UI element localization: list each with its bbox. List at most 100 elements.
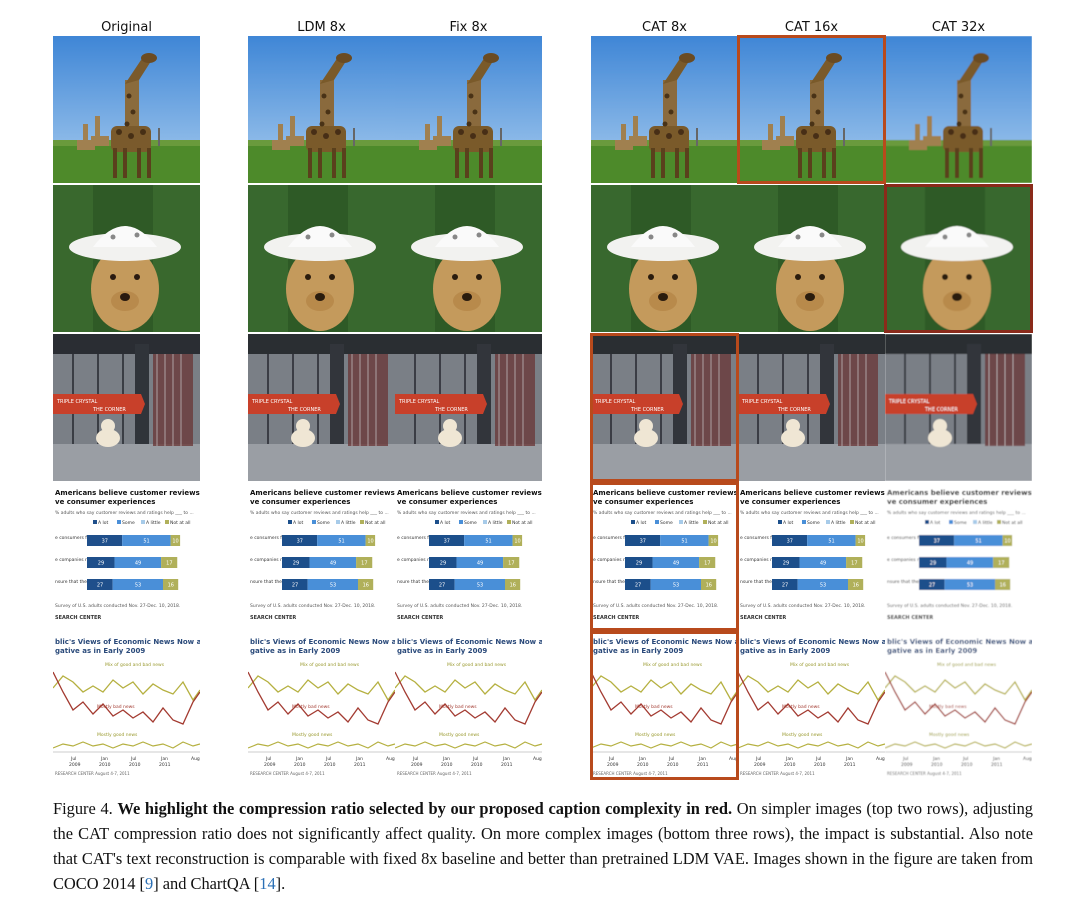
column-header-cat-8x: CAT 8x (642, 20, 687, 35)
svg-text:29: 29 (783, 561, 789, 567)
svg-text:e companies nt: e companies nt (397, 557, 432, 563)
svg-text:Mostly good news: Mostly good news (97, 732, 138, 738)
svg-text:Jul: Jul (70, 756, 76, 762)
svg-text:49: 49 (477, 561, 483, 567)
svg-text:49: 49 (967, 561, 973, 567)
svg-text:Mostly bad news: Mostly bad news (439, 704, 477, 710)
svg-text:Mix of good and bad news: Mix of good and bad news (937, 662, 997, 668)
svg-text:Not at all: Not at all (708, 520, 729, 526)
svg-text:27: 27 (929, 583, 935, 589)
svg-text:51: 51 (485, 539, 491, 545)
image-giraffes-ldm-8x (248, 36, 395, 183)
column-header-cat-32x: CAT 32x (931, 20, 986, 35)
citation-link-14[interactable]: 14 (259, 874, 276, 893)
svg-text:gative as in Early 2009: gative as in Early 2009 (593, 647, 683, 655)
svg-text:Jan: Jan (295, 756, 303, 762)
svg-text:Not at all: Not at all (1002, 520, 1023, 526)
svg-text:2009: 2009 (901, 762, 913, 768)
image-dog-with-hat-original (53, 185, 200, 332)
svg-text:Survey of U.S. adults conducte: Survey of U.S. adults conducted Nov. 27-… (740, 603, 865, 609)
svg-text:TRIPLE CRYSTAL: TRIPLE CRYSTAL (888, 399, 930, 405)
svg-text:% adults who say customer revi: % adults who say customer reviews and ra… (740, 510, 879, 516)
svg-text:Survey of U.S. adults conducte: Survey of U.S. adults conducted Nov. 27-… (55, 603, 180, 609)
figure-caption: Figure 4. We highlight the compression r… (53, 796, 1033, 896)
svg-text:Mostly good news: Mostly good news (782, 732, 823, 738)
svg-text:Mix of good and bad news: Mix of good and bad news (105, 662, 165, 668)
svg-text:Some: Some (122, 520, 135, 526)
caption-text-end: ]. (275, 874, 286, 893)
svg-text:ve consumer experiences: ve consumer experiences (397, 498, 497, 506)
svg-text:29: 29 (98, 561, 104, 567)
svg-text:A little: A little (488, 520, 503, 526)
image-storefront-teddy-ldm-8x: TRIPLE CRYSTAL THE CORNER (248, 334, 395, 481)
svg-text:Jul: Jul (962, 756, 968, 762)
svg-text:TRIPLE CRYSTAL: TRIPLE CRYSTAL (56, 399, 98, 405)
svg-text:Americans believe customer rev: Americans believe customer reviews and r… (593, 489, 738, 497)
column-header-ldm-8x: LDM 8x (297, 20, 346, 35)
image-storefront-teddy-cat-16x: TRIPLE CRYSTAL THE CORNER (738, 334, 885, 481)
svg-text:% adults who say customer revi: % adults who say customer reviews and ra… (250, 510, 389, 516)
svg-text:Mostly good news: Mostly good news (929, 732, 970, 738)
svg-text:RESEARCH CENTER August 4-7, 20: RESEARCH CENTER August 4-7, 2011 (397, 771, 472, 776)
svg-text:2010: 2010 (637, 762, 649, 768)
svg-text:nsure that the: nsure that the (593, 579, 625, 585)
image-dog-with-hat-fix-8x (395, 185, 542, 332)
svg-text:53: 53 (135, 583, 141, 589)
svg-text:2010: 2010 (99, 762, 111, 768)
svg-text:2011: 2011 (697, 762, 709, 768)
svg-text:2010: 2010 (667, 762, 679, 768)
svg-text:16: 16 (363, 583, 369, 589)
image-giraffes-cat-32x (885, 36, 1032, 183)
svg-text:Jul: Jul (265, 756, 271, 762)
column-header-original: Original (101, 20, 152, 35)
svg-text:Jan: Jan (100, 756, 108, 762)
svg-text:53: 53 (330, 583, 336, 589)
caption-bold: We highlight the compression ratio selec… (117, 799, 733, 818)
svg-text:gative as in Early 2009: gative as in Early 2009 (55, 647, 145, 655)
svg-text:Some: Some (464, 520, 477, 526)
svg-text:Mostly good news: Mostly good news (635, 732, 676, 738)
svg-text:gative as in Early 2009: gative as in Early 2009 (397, 647, 487, 655)
svg-text:Aug: Aug (533, 756, 542, 762)
svg-text:37: 37 (297, 539, 303, 545)
svg-text:2010: 2010 (294, 762, 306, 768)
svg-text:SEARCH CENTER: SEARCH CENTER (250, 615, 296, 621)
svg-text:Mix of good and bad news: Mix of good and bad news (447, 662, 507, 668)
svg-text:nsure that the: nsure that the (250, 579, 282, 585)
svg-text:RESEARCH CENTER August 4-7, 20: RESEARCH CENTER August 4-7, 2011 (55, 771, 130, 776)
svg-text:blic's Views of Economic News: blic's Views of Economic News Now as (740, 638, 885, 646)
svg-text:A little: A little (146, 520, 161, 526)
svg-text:2011: 2011 (354, 762, 366, 768)
svg-text:51: 51 (975, 539, 981, 545)
svg-text:53: 53 (820, 583, 826, 589)
svg-text:10: 10 (172, 539, 178, 545)
citation-link-9[interactable]: 9 (144, 874, 154, 893)
svg-text:TRIPLE CRYSTAL: TRIPLE CRYSTAL (741, 399, 783, 405)
svg-text:17: 17 (998, 561, 1004, 567)
svg-text:49: 49 (820, 561, 826, 567)
svg-text:2009: 2009 (607, 762, 619, 768)
svg-text:Americans believe customer rev: Americans believe customer reviews and r… (740, 489, 885, 497)
svg-text:nsure that the: nsure that the (740, 579, 772, 585)
svg-text:SEARCH CENTER: SEARCH CENTER (55, 615, 101, 621)
image-bar-chart-ldm-8x: Americans believe customer reviews and r… (248, 483, 395, 630)
svg-text:gative as in Early 2009: gative as in Early 2009 (887, 647, 977, 655)
svg-text:27: 27 (635, 583, 641, 589)
image-giraffes-cat-16x (738, 36, 885, 183)
svg-text:% adults who say customer revi: % adults who say customer reviews and ra… (397, 510, 536, 516)
svg-text:% adults who say customer revi: % adults who say customer reviews and ra… (887, 510, 1026, 516)
svg-text:17: 17 (361, 561, 367, 567)
svg-text:16: 16 (706, 583, 712, 589)
svg-text:49: 49 (135, 561, 141, 567)
svg-text:RESEARCH CENTER August 4-7, 20: RESEARCH CENTER August 4-7, 2011 (593, 771, 668, 776)
svg-text:Jul: Jul (902, 756, 908, 762)
svg-text:TRIPLE CRYSTAL: TRIPLE CRYSTAL (398, 399, 440, 405)
svg-text:51: 51 (338, 539, 344, 545)
svg-text:2010: 2010 (324, 762, 336, 768)
caption-text-mid: ] and ChartQA [ (153, 874, 260, 893)
image-storefront-teddy-cat-32x: TRIPLE CRYSTAL THE CORNER (885, 334, 1032, 481)
svg-text:A little: A little (341, 520, 356, 526)
svg-text:RESEARCH CENTER August 4-7, 20: RESEARCH CENTER August 4-7, 2011 (740, 771, 815, 776)
svg-text:16: 16 (1000, 583, 1006, 589)
svg-text:Survey of U.S. adults conducte: Survey of U.S. adults conducted Nov. 27-… (887, 603, 1012, 609)
